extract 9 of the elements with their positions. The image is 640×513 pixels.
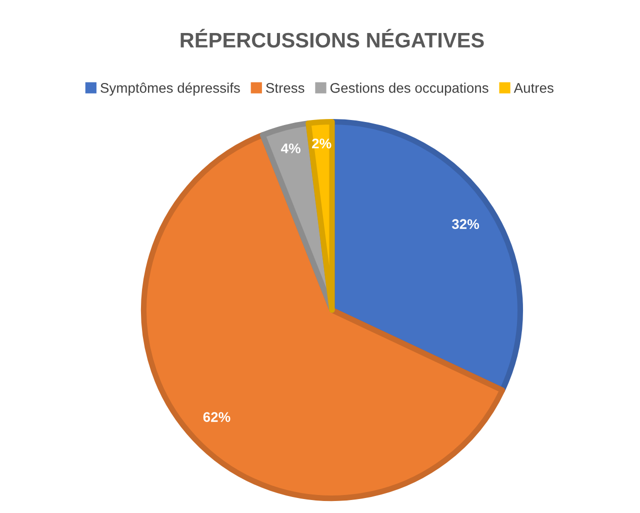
- data-label: 4%: [280, 143, 300, 154]
- legend-label: Gestions des occupations: [330, 82, 488, 96]
- data-label: 32%: [452, 219, 480, 230]
- chart-title: RÉPERCUSSIONS NÉGATIVES: [180, 28, 484, 48]
- legend-label: Stress: [266, 83, 304, 93]
- legend-label: Symptômes dépressifs: [100, 82, 240, 96]
- legend-label: Autres: [514, 83, 554, 93]
- data-label: 62%: [203, 412, 230, 422]
- data-label: 2%: [312, 138, 332, 148]
